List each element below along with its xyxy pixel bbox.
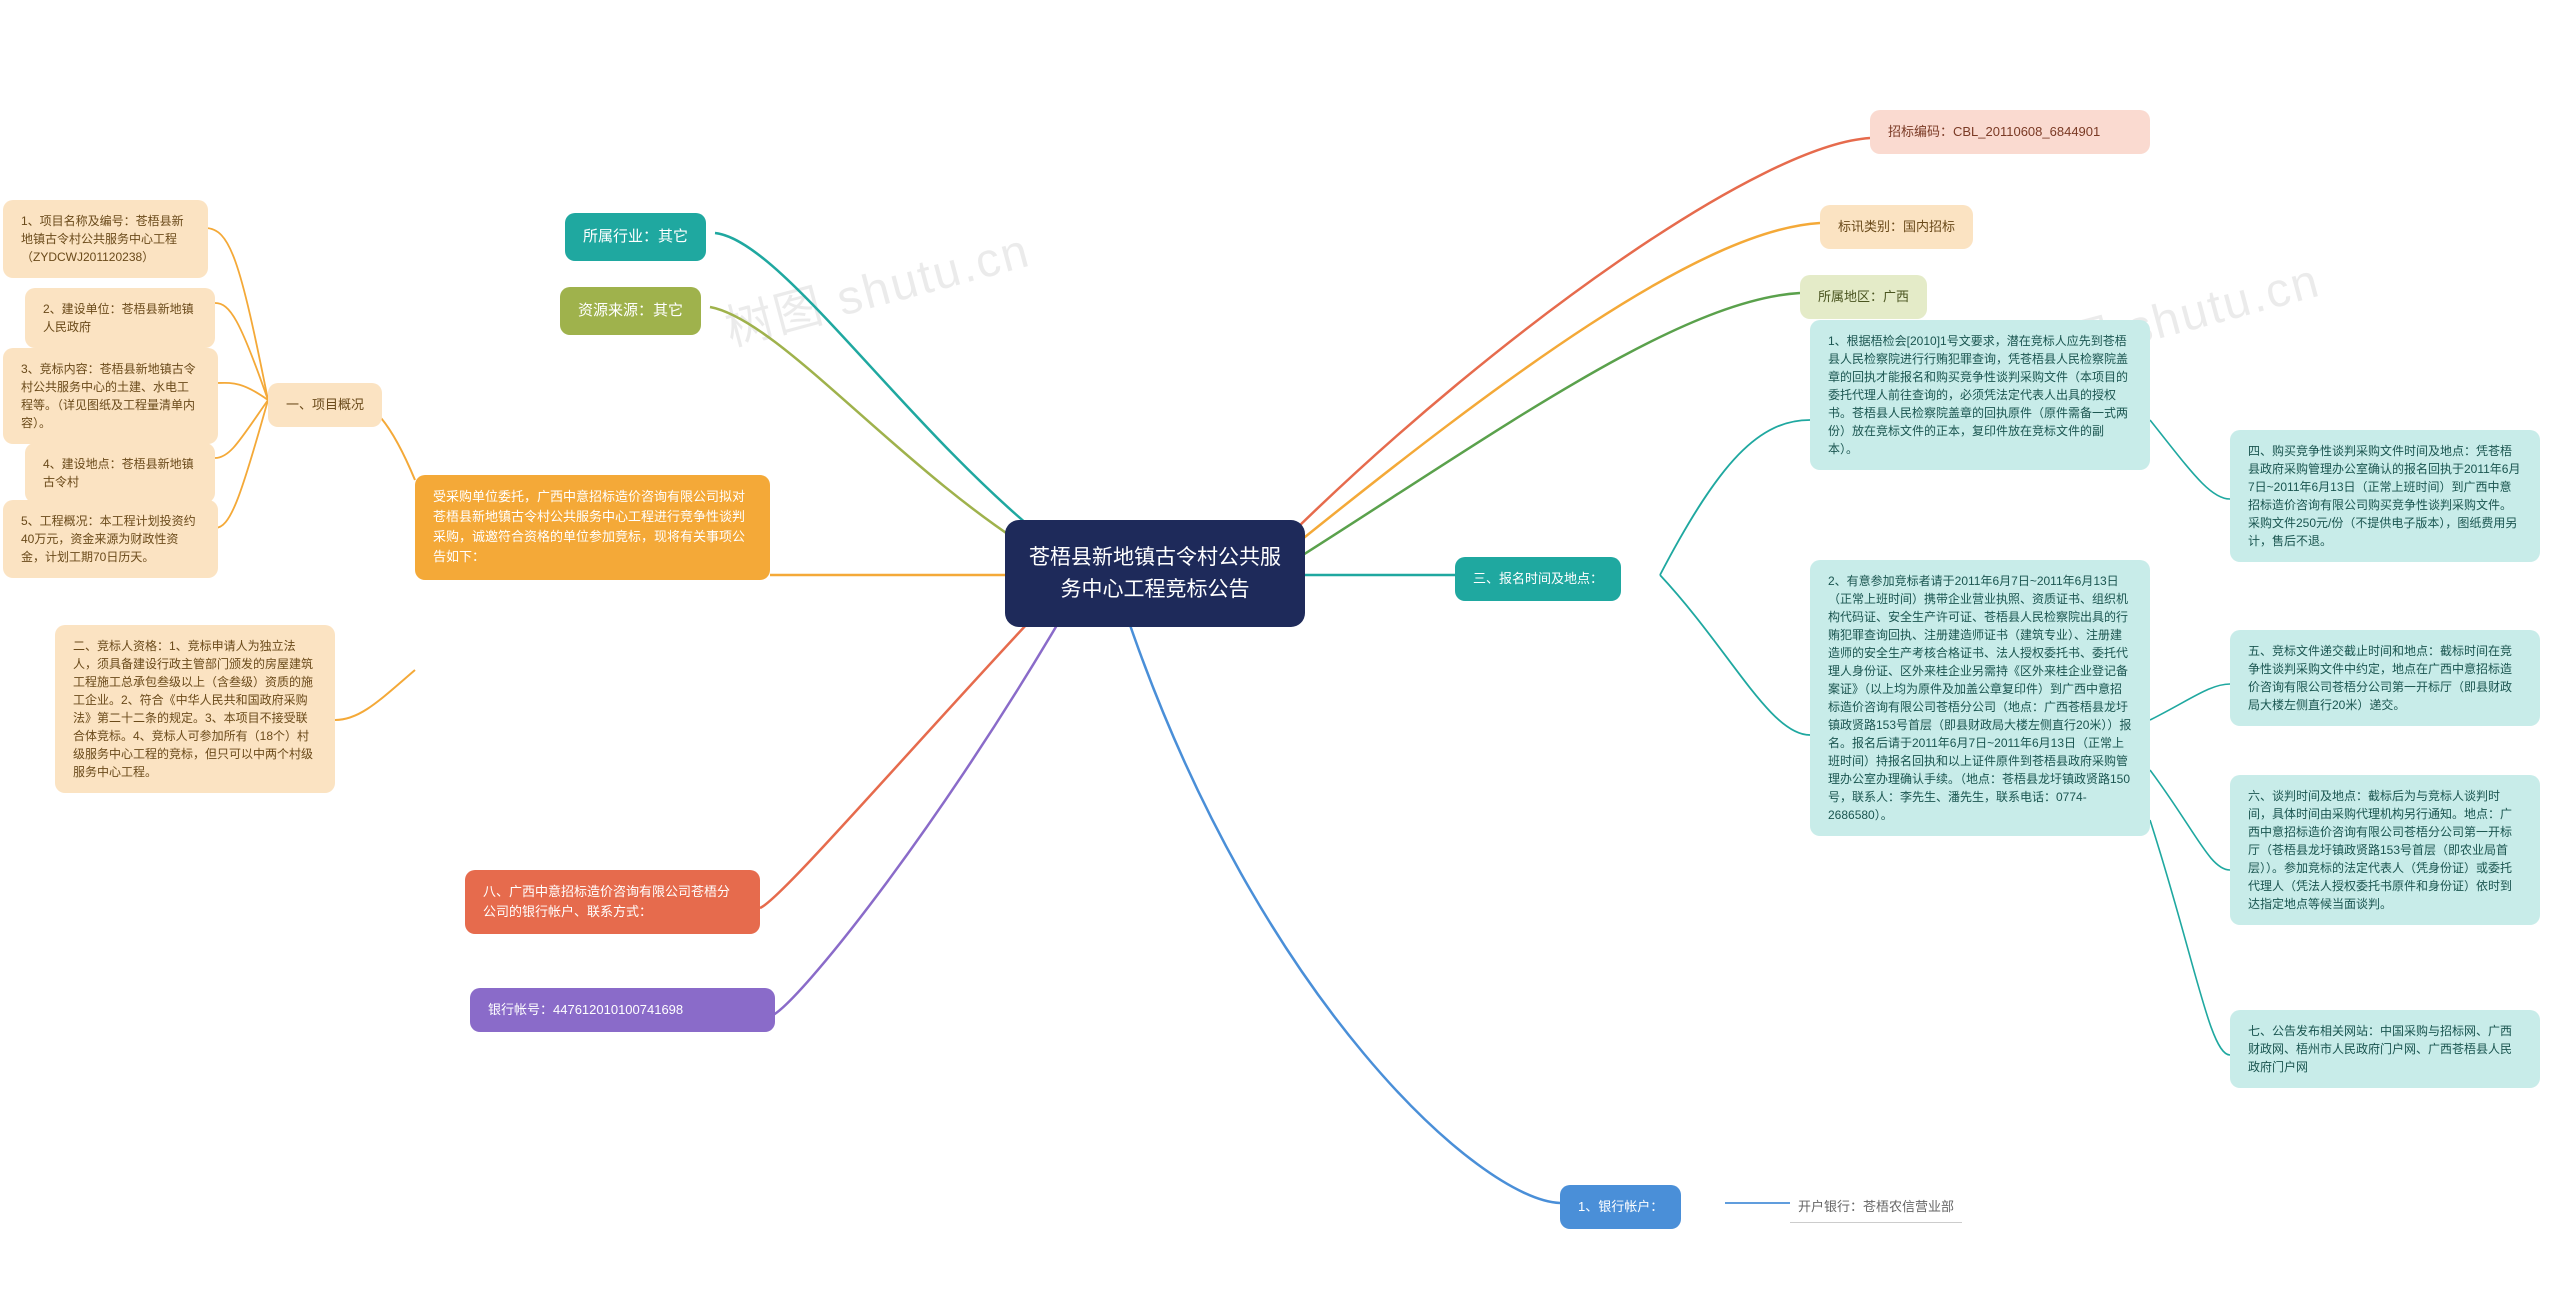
signup-item-3: 四、购买竞争性谈判采购文件时间及地点：凭苍梧县政府采购管理办公室确认的报名回执于… (2230, 430, 2540, 562)
signup-item-6: 七、公告发布相关网站：中国采购与招标网、广西财政网、梧州市人民政府门户网、广西苍… (2230, 1010, 2540, 1088)
node-overview-label: 一、项目概况 (268, 383, 382, 427)
overview-item-3: 3、竞标内容：苍梧县新地镇古令村公共服务中心的土建、水电工程等。（详见图纸及工程… (3, 348, 218, 444)
node-bankno: 银行帐号：447612010100741698 (470, 988, 775, 1032)
watermark: 树图 shutu.cn (716, 211, 1036, 360)
center-node: 苍梧县新地镇古令村公共服务中心工程竞标公告 (1005, 520, 1305, 627)
signup-item-4: 五、竞标文件递交截止时间和地点：截标时间在竞争性谈判采购文件中约定，地点在广西中… (2230, 630, 2540, 726)
signup-item-5: 六、谈判时间及地点：截标后为与竞标人谈判时间，具体时间由采购代理机构另行通知。地… (2230, 775, 2540, 925)
node-signup-label: 三、报名时间及地点： (1455, 557, 1621, 601)
signup-item-1: 1、根据梧检会[2010]1号文要求，潜在竞标人应先到苍梧县人民检察院进行行贿犯… (1810, 320, 2150, 470)
overview-item-5: 5、工程概况：本工程计划投资约40万元，资金来源为财政性资金，计划工期70日历天… (3, 500, 218, 578)
node-bank-label: 1、银行帐户： (1560, 1185, 1681, 1229)
node-industry: 所属行业：其它 (565, 213, 706, 261)
node-qualification: 二、竞标人资格：1、竞标申请人为独立法人，须具备建设行政主管部门颁发的房屋建筑工… (55, 625, 335, 793)
node-source: 资源来源：其它 (560, 287, 701, 335)
overview-item-4: 4、建设地点：苍梧县新地镇古令村 (25, 443, 215, 503)
overview-item-1: 1、项目名称及编号：苍梧县新地镇古令村公共服务中心工程（ZYDCWJ201120… (3, 200, 208, 278)
connector-lines (0, 0, 2560, 1300)
node-entrust: 受采购单位委托，广西中意招标造价咨询有限公司拟对苍梧县新地镇古令村公共服务中心工… (415, 475, 770, 580)
signup-item-2: 2、有意参加竞标者请于2011年6月7日~2011年6月13日（正常上班时间）携… (1810, 560, 2150, 836)
node-contact: 八、广西中意招标造价咨询有限公司苍梧分公司的银行帐户、联系方式： (465, 870, 760, 934)
node-code: 招标编码：CBL_20110608_6844901 (1870, 110, 2150, 154)
node-bank-sub: 开户银行：苍梧农信营业部 (1790, 1193, 1962, 1223)
overview-item-2: 2、建设单位：苍梧县新地镇人民政府 (25, 288, 215, 348)
node-region: 所属地区：广西 (1800, 275, 1927, 319)
node-type: 标讯类别：国内招标 (1820, 205, 1973, 249)
